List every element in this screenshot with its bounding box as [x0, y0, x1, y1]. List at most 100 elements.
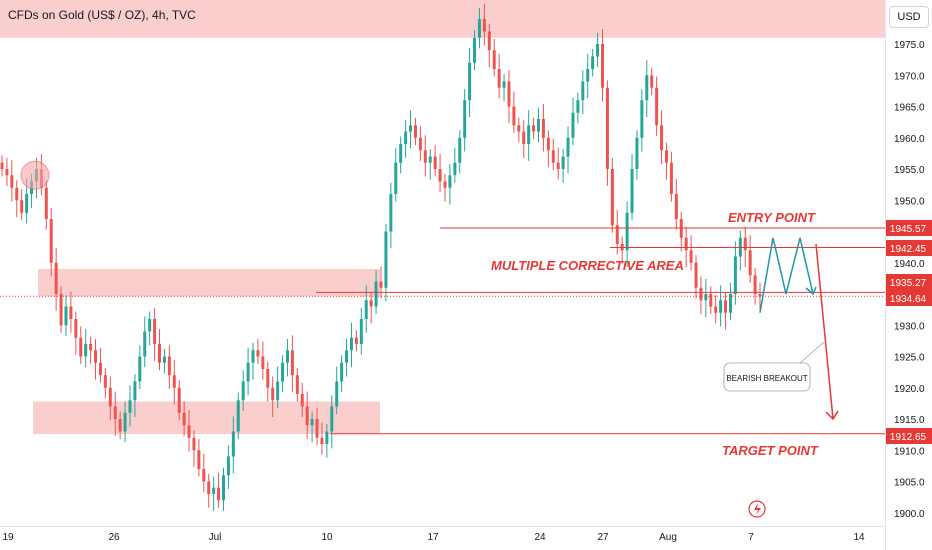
candle-body — [325, 431, 329, 444]
candle-body — [54, 262, 58, 294]
candle-body — [669, 162, 673, 194]
candle-body — [379, 281, 383, 288]
price-label: 1934.64 — [890, 294, 927, 305]
candle-body — [409, 125, 413, 132]
multiple-corrective-area-label: MULTIPLE CORRECTIVE AREA — [491, 258, 684, 273]
candle-body — [285, 350, 289, 363]
candle-body — [359, 319, 363, 344]
forecast-arrow — [815, 243, 834, 420]
candle-body — [202, 469, 206, 482]
candle-body — [546, 137, 550, 151]
candle-body — [664, 150, 668, 163]
x-tick-label: 26 — [108, 532, 120, 543]
bearish-breakout-label: BEARISH BREAKOUT — [726, 374, 807, 383]
candle-body — [118, 419, 122, 432]
candle-body — [497, 69, 501, 88]
x-tick-label: 24 — [534, 532, 546, 543]
candle-body — [251, 350, 255, 363]
candle-body — [271, 387, 275, 401]
candle-body — [674, 194, 678, 219]
candle-body — [502, 81, 506, 88]
candle-body — [477, 19, 481, 38]
y-tick-label: 1925.0 — [894, 353, 925, 364]
entry-point-label: ENTRY POINT — [728, 210, 816, 225]
price-label-bg — [885, 274, 932, 290]
candle-body — [261, 356, 265, 369]
candle-body — [113, 406, 117, 419]
y-tick-label: 1975.0 — [894, 40, 925, 51]
candle-body — [571, 112, 575, 138]
candle-body — [148, 319, 152, 332]
candle-body — [704, 294, 708, 301]
currency-button[interactable]: USD — [889, 6, 929, 28]
candle-body — [330, 406, 334, 432]
candle-body — [532, 125, 536, 132]
candle-body — [512, 106, 516, 126]
candle-body — [128, 400, 132, 413]
price-label-bg — [885, 220, 932, 236]
candle-body — [192, 437, 196, 451]
zone-support — [33, 401, 380, 434]
candle-body — [463, 100, 467, 138]
candle-body — [246, 362, 250, 382]
candle-body — [369, 300, 373, 307]
candle-body — [256, 350, 260, 357]
candle-body — [625, 212, 629, 251]
candle-body — [482, 19, 486, 32]
candle-body — [138, 356, 142, 382]
y-tick-label: 1955.0 — [894, 165, 925, 176]
candle-body — [349, 337, 353, 351]
target-point-label: TARGET POINT — [722, 443, 819, 458]
candle-body — [143, 331, 147, 357]
candle-body — [527, 125, 531, 144]
candle-body — [226, 456, 230, 476]
candle-body — [399, 144, 403, 163]
candle-body — [364, 300, 368, 319]
price-label: 1942.45 — [890, 244, 927, 255]
candle-body — [49, 219, 53, 263]
candle-body — [295, 375, 299, 394]
candle-body — [591, 56, 595, 69]
candle-body — [561, 156, 565, 169]
candle-body — [315, 419, 319, 438]
candle-body — [89, 344, 93, 351]
candle-body — [443, 181, 447, 188]
candle-body — [236, 400, 240, 432]
candle-body — [310, 419, 314, 426]
candle-body — [123, 412, 127, 432]
candle-body — [413, 125, 417, 138]
candle-body — [758, 294, 762, 297]
price-label-bg — [885, 290, 932, 306]
candle-body — [221, 475, 225, 501]
candle-body — [354, 337, 358, 344]
candle-body — [438, 169, 442, 182]
candle-body — [630, 169, 634, 213]
candle-body — [162, 356, 166, 363]
candle-body — [748, 250, 752, 276]
candle-body — [551, 150, 555, 163]
candle-body — [20, 200, 24, 213]
price-label-bg — [885, 428, 932, 444]
projection-path — [759, 237, 814, 313]
candle-body — [541, 119, 545, 138]
lightning-icon — [754, 503, 761, 515]
candle-body — [640, 100, 644, 138]
candle-body — [586, 69, 590, 82]
candle-body — [610, 169, 614, 226]
candle-body — [473, 37, 477, 63]
candle-body — [650, 75, 654, 88]
candle-body — [448, 175, 452, 188]
x-tick-label: Jul — [209, 532, 222, 543]
candle-body — [689, 250, 693, 263]
x-tick-label: 10 — [321, 532, 333, 543]
candle-body — [212, 487, 216, 494]
candle-body — [5, 169, 9, 176]
candle-body — [468, 62, 472, 101]
candle-body — [320, 437, 324, 444]
candle-body — [753, 275, 757, 294]
candle-body — [566, 137, 570, 157]
candle-body — [276, 381, 280, 401]
candle-body — [266, 369, 270, 388]
